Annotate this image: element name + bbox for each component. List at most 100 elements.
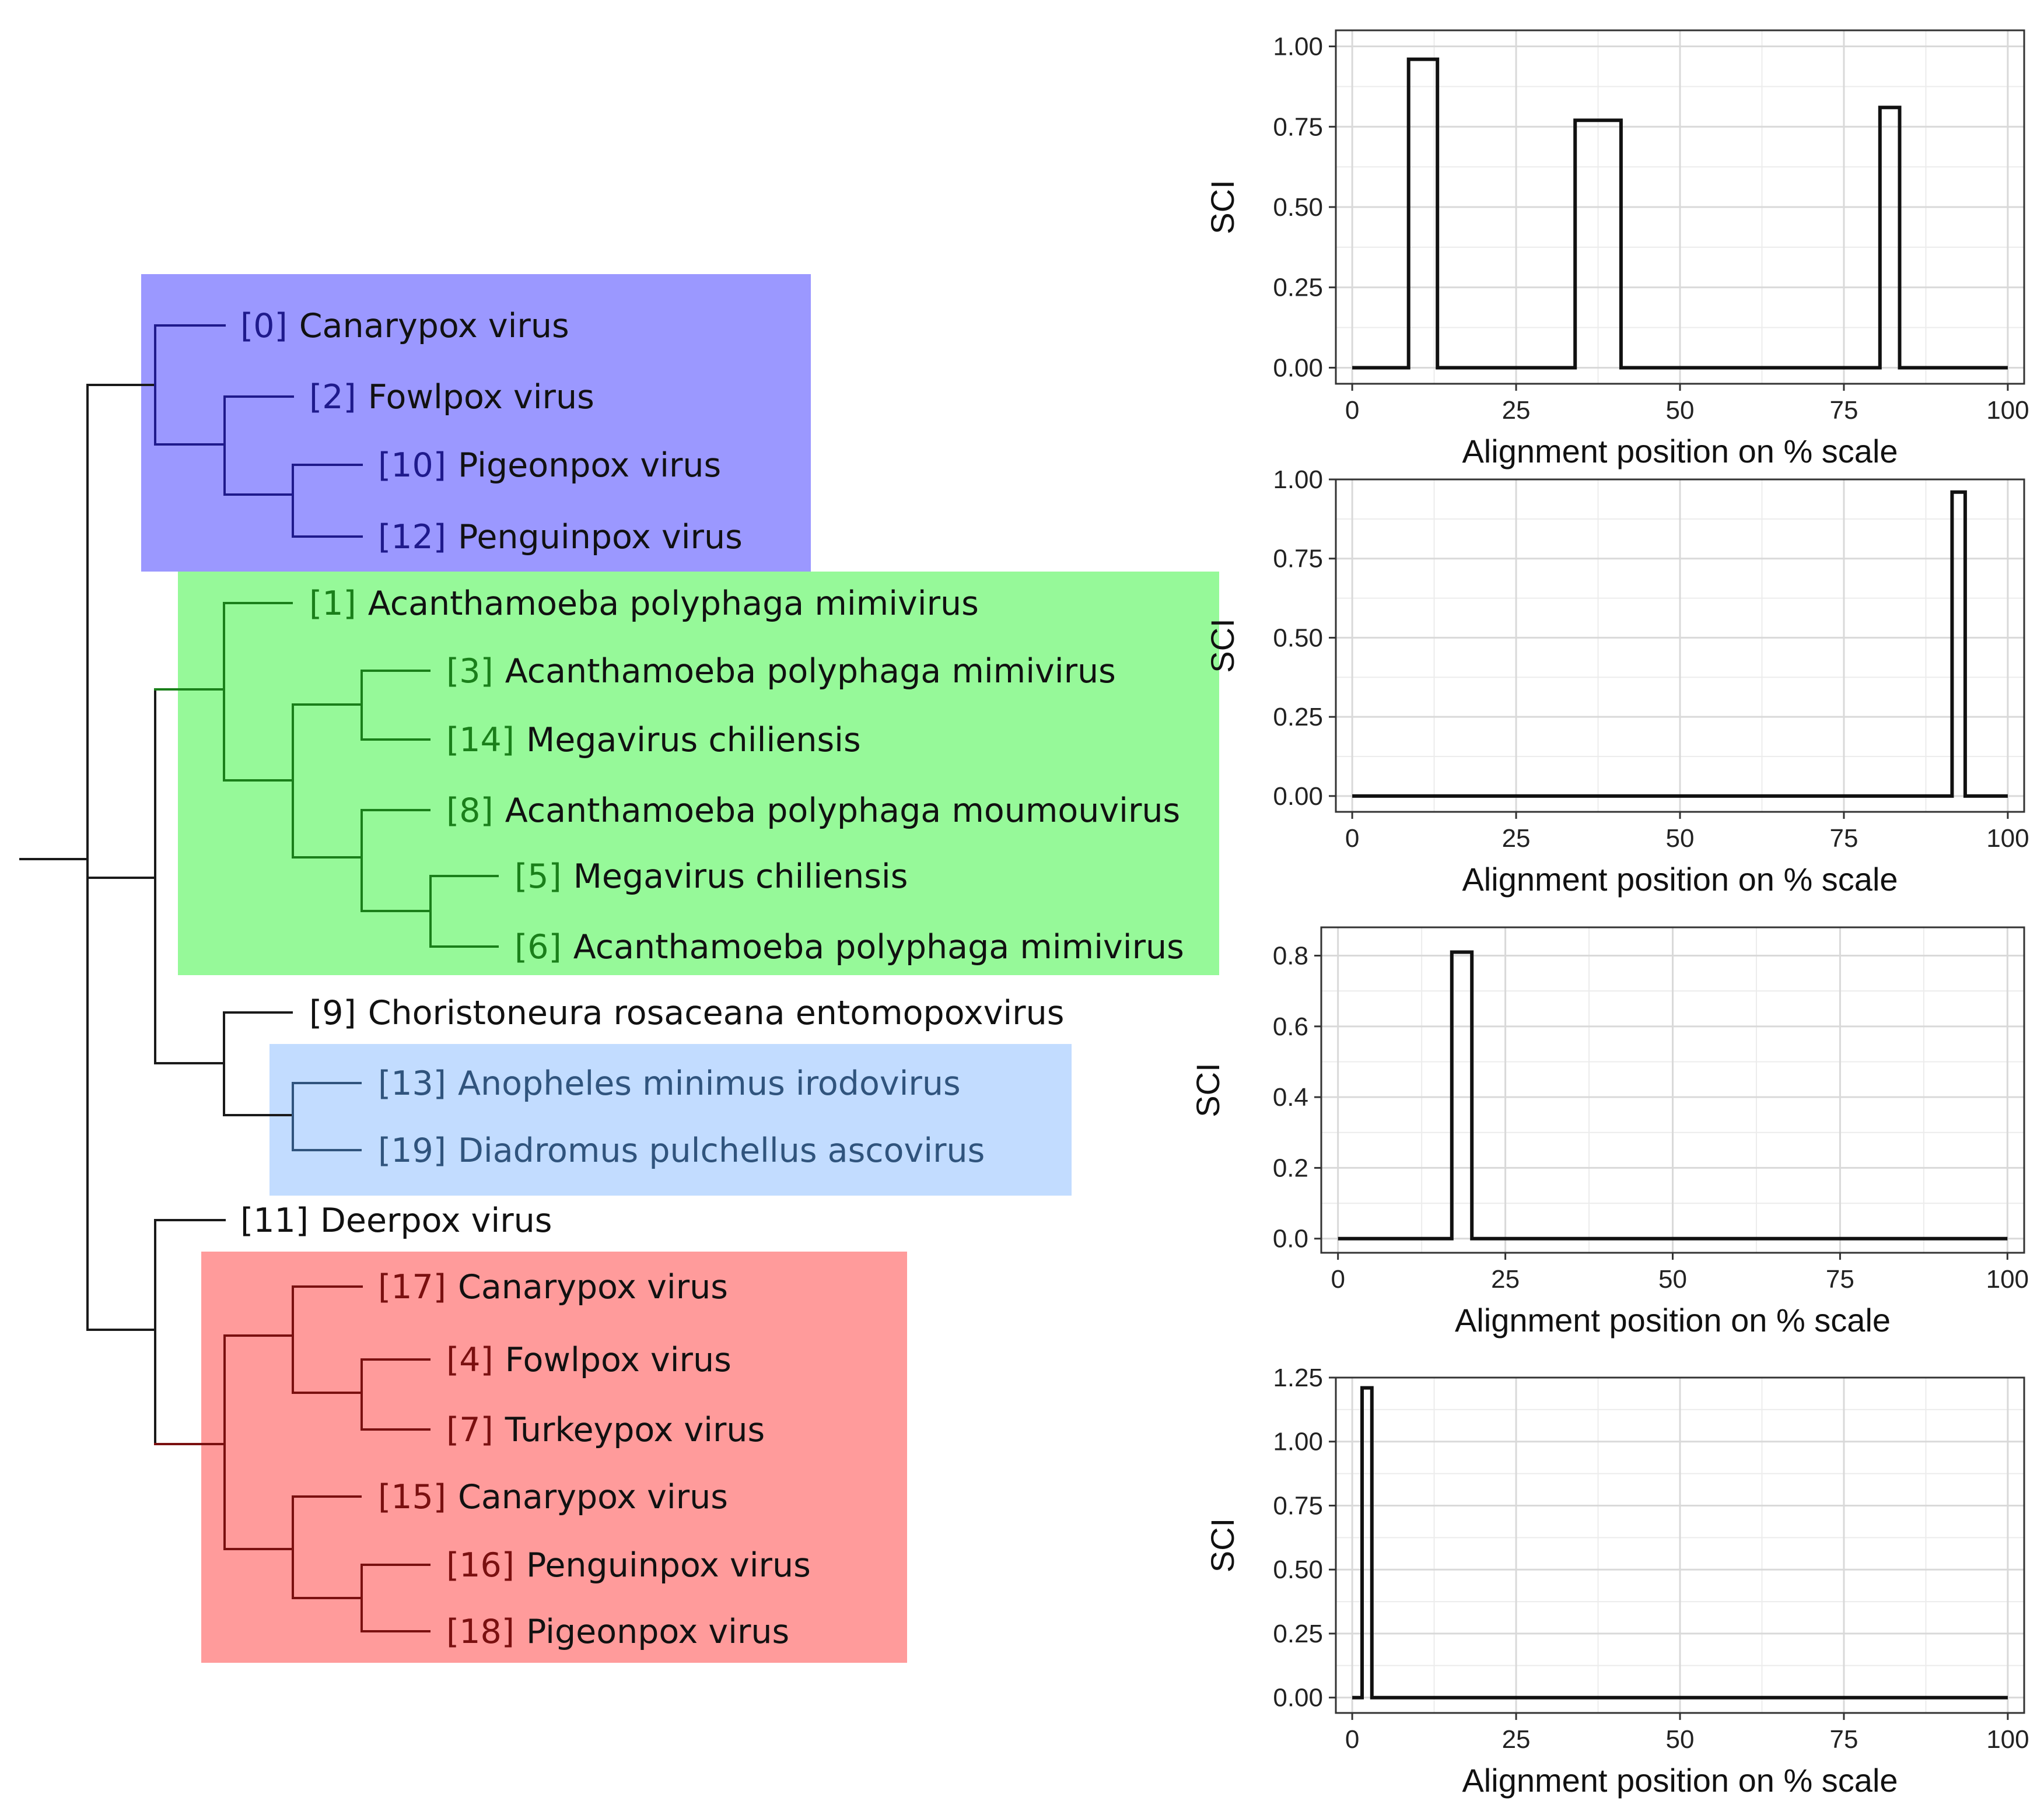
y-tick-label: 0.75 [1273,113,1323,141]
leaf-id: [9] [309,994,356,1032]
y-tick-label: 1.00 [1273,465,1323,494]
x-tick-label: 25 [1502,1725,1531,1754]
blue-clade-box [270,1044,1072,1196]
leaf-id: [19] [378,1131,446,1170]
leaf-id: [3] [446,652,494,691]
y-tick-label: 1.25 [1273,1364,1323,1392]
leaf-name: Acanthamoeba polyphaga mimivirus [368,584,979,623]
tree-leaf-label: [10] Pigeonpox virus [378,446,721,485]
tree-leaf-label: [8] Acanthamoeba polyphaga moumouvirus [446,791,1180,830]
tree-leaf-label: [17] Canarypox virus [378,1268,728,1306]
x-tick-label: 100 [1986,1265,2029,1294]
y-tick-label: 0.75 [1273,1491,1323,1520]
x-axis-title: Alignment position on % scale [1462,861,1898,898]
leaf-id: [10] [378,446,446,485]
tree-leaf-label: [18] Pigeonpox virus [446,1613,789,1651]
x-axis-title: Alignment position on % scale [1462,433,1898,469]
sci-charts: 0 25 50 75 1000.000.250.500.751.00Alignment … [1189,29,2029,1799]
tree-leaf-label: [11] Deerpox virus [240,1201,552,1240]
green-clade-box [178,572,1219,975]
leaf-id: [11] [240,1201,309,1240]
x-tick-label: 0 [1331,1265,1345,1294]
tree-leaf-label: [12] Penguinpox virus [378,518,743,556]
sci-chart-1: 0 25 50 75 100 0.00 0.25 0.50 0.75 1.00 Alignment … [1204,29,2029,469]
leaf-name: Anopheles minimus irodovirus [458,1064,961,1103]
leaf-id: [15] [378,1478,446,1516]
y-tick-label: 0.25 [1273,703,1323,731]
plot-border [1335,478,2025,813]
plot-border [1335,29,2025,385]
y-tick-label: 0.2 [1273,1154,1308,1182]
y-tick-label: 0.50 [1273,1555,1323,1584]
x-tick-label: 100 [1986,396,2029,425]
y-tick-label: 0.4 [1273,1083,1308,1112]
leaf-id: [5] [514,857,562,896]
leaf-name: Canarypox virus [458,1268,728,1306]
plot-border [1320,926,2025,1254]
x-tick-label: 75 [1829,1725,1858,1754]
tree-leaf-label: [15] Canarypox virus [378,1478,728,1516]
leaf-id: [7] [446,1411,494,1449]
leaf-id: [1] [309,584,356,623]
tree-leaf-label: [5] Megavirus chiliensis [514,857,908,896]
y-tick-label: 1.00 [1273,33,1323,61]
x-tick-label: 0 [1345,824,1359,853]
x-tick-label: 0 [1345,396,1359,425]
y-tick-label: 0.50 [1273,193,1323,222]
x-tick-label: 75 [1829,824,1858,853]
leaf-name: Diadromus pulchellus ascovirus [458,1131,985,1170]
y-tick-label: 0.75 [1273,545,1323,573]
tree-leaf-label: [1] Acanthamoeba polyphaga mimivirus [309,584,979,623]
y-tick-label: 0.00 [1273,1684,1323,1712]
leaf-id: [14] [446,721,514,759]
tree-leaf-label: [9] Choristoneura rosaceana entomopoxviru… [309,994,1064,1032]
purple-clade-box [141,274,811,572]
y-tick-label: 0.6 [1273,1012,1308,1041]
tree-leaf-label: [3] Acanthamoeba polyphaga mimivirus [446,652,1116,691]
leaf-name: Canarypox virus [299,307,569,345]
y-axis-title: SCI [1204,618,1241,672]
y-tick-label: 0.0 [1273,1225,1308,1253]
red-clade-box [201,1252,907,1663]
tree-leaf-label: [16] Penguinpox virus [446,1546,811,1585]
tree-leaf-label: [14] Megavirus chiliensis [446,721,861,759]
tree-leaf-label: [0] Canarypox virus [240,307,569,345]
x-axis-title: Alignment position on % scale [1462,1762,1898,1799]
y-axis-title: SCI [1204,180,1241,234]
x-tick-label: 75 [1826,1265,1854,1294]
phylogenetic-tree: [0] Canarypox virus [2] Fowlpox virus [10] Pi… [19,274,1219,1663]
x-tick-label: 25 [1491,1265,1520,1294]
sci-chart-4: 0 25 50 75 100 0.00 0.25 0.50 0.75 1.00 1.25 Alignm… [1204,1364,2029,1799]
tree-leaf-label: [19] Diadromus pulchellus ascovirus [378,1131,985,1170]
tree-leaf-label: [13] Anopheles minimus irodovirus [378,1064,961,1103]
leaf-name: Megavirus chiliensis [526,721,861,759]
y-tick-label: 0.8 [1273,942,1308,970]
leaf-name: Canarypox virus [458,1478,728,1516]
x-tick-label: 50 [1658,1265,1687,1294]
sci-series-line [1338,950,2008,1241]
x-tick-label: 0 [1345,1725,1359,1754]
x-tick-label: 100 [1986,824,2029,853]
leaf-name: Penguinpox virus [526,1546,811,1585]
leaf-name: Fowlpox virus [368,378,594,416]
tree-leaf-label: [6] Acanthamoeba polyphaga mimivirus [514,928,1184,966]
sci-series-line [1352,1386,2008,1700]
tree-leaf-label: [2] Fowlpox virus [309,378,594,416]
leaf-name: Penguinpox virus [458,518,743,556]
leaf-name: Turkeypox virus [505,1411,765,1449]
x-tick-label: 75 [1829,396,1858,425]
leaf-id: [8] [446,791,494,830]
x-tick-label: 100 [1986,1725,2029,1754]
leaf-id: [2] [309,378,356,416]
leaf-id: [0] [240,307,288,345]
leaf-id: [16] [446,1546,514,1585]
y-tick-label: 0.00 [1273,353,1323,382]
sci-series-line [1352,57,2008,370]
sci-chart-2: 0 25 50 75 100 0.00 0.25 0.50 0.75 1.00 Alignment … [1204,465,2029,898]
leaf-name: Megavirus chiliensis [573,857,908,896]
x-tick-label: 25 [1502,396,1531,425]
leaf-name: Deerpox virus [320,1201,552,1240]
x-tick-label: 50 [1666,824,1695,853]
leaf-name: Pigeonpox virus [526,1613,789,1651]
